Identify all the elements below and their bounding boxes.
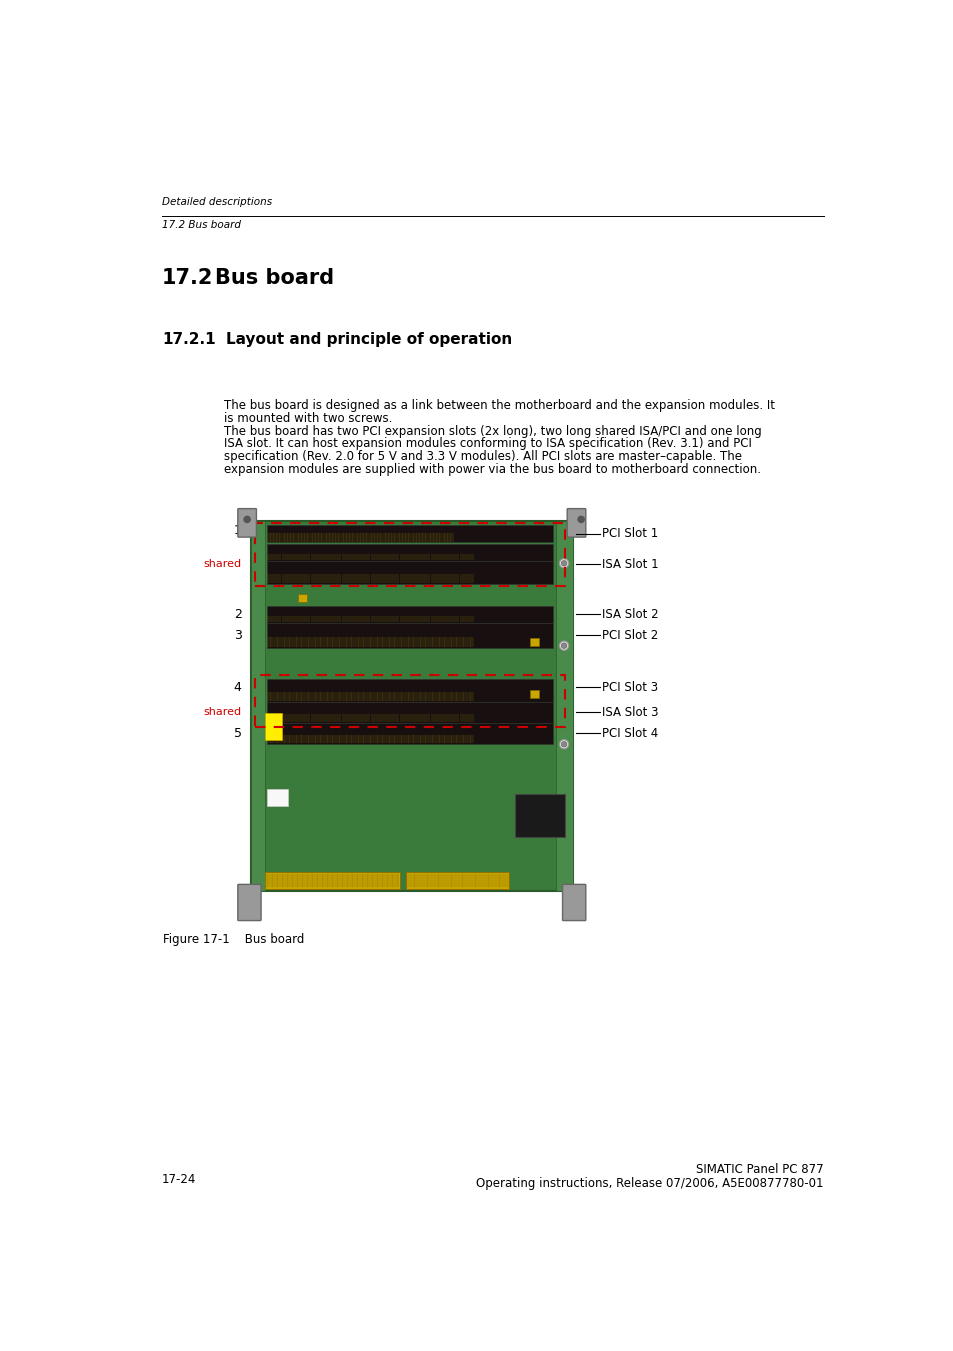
Bar xyxy=(265,713,282,740)
Bar xyxy=(266,524,553,543)
Text: ISA Slot 1: ISA Slot 1 xyxy=(601,558,658,570)
Circle shape xyxy=(560,742,566,747)
Circle shape xyxy=(558,642,568,650)
Text: ISA Slot 3: ISA Slot 3 xyxy=(601,705,658,719)
Text: specification (Rev. 2.0 for 5 V and 3.3 V modules). All PCI slots are master–cap: specification (Rev. 2.0 for 5 V and 3.3 … xyxy=(224,450,741,463)
FancyBboxPatch shape xyxy=(562,885,585,920)
Text: ISA Slot 2: ISA Slot 2 xyxy=(601,608,658,620)
Bar xyxy=(266,703,553,723)
Text: shared: shared xyxy=(203,708,241,717)
Text: Layout and principle of operation: Layout and principle of operation xyxy=(226,331,512,346)
Circle shape xyxy=(560,643,566,648)
Text: The bus board is designed as a link between the motherboard and the expansion mo: The bus board is designed as a link betw… xyxy=(224,400,774,412)
Text: 5: 5 xyxy=(233,727,241,740)
Text: 2: 2 xyxy=(233,608,241,620)
Text: 17.2: 17.2 xyxy=(162,269,213,288)
Bar xyxy=(530,638,538,646)
Bar xyxy=(251,521,265,890)
Text: PCI Slot 4: PCI Slot 4 xyxy=(601,727,658,740)
Bar xyxy=(254,676,564,727)
Text: 17.2.1: 17.2.1 xyxy=(162,331,215,346)
FancyBboxPatch shape xyxy=(237,885,261,920)
Bar xyxy=(266,544,553,561)
Circle shape xyxy=(558,559,568,567)
Text: is mounted with two screws.: is mounted with two screws. xyxy=(224,412,392,426)
Circle shape xyxy=(558,739,568,748)
Bar xyxy=(266,678,553,703)
Text: shared: shared xyxy=(203,559,241,569)
Circle shape xyxy=(244,516,250,523)
Text: 3: 3 xyxy=(233,628,241,642)
Text: SIMATIC Panel PC 877: SIMATIC Panel PC 877 xyxy=(696,1163,822,1175)
Bar xyxy=(266,605,553,623)
Text: The bus board has two PCI expansion slots (2x long), two long shared ISA/PCI and: The bus board has two PCI expansion slot… xyxy=(224,424,760,438)
Text: PCI Slot 3: PCI Slot 3 xyxy=(601,681,658,694)
Text: Detailed descriptions: Detailed descriptions xyxy=(162,197,272,207)
Bar xyxy=(406,871,509,889)
Bar xyxy=(254,523,564,586)
Text: expansion modules are supplied with power via the bus board to motherboard conne: expansion modules are supplied with powe… xyxy=(224,463,760,476)
FancyBboxPatch shape xyxy=(567,508,585,538)
Text: 17.2 Bus board: 17.2 Bus board xyxy=(162,220,240,230)
Text: PCI Slot 1: PCI Slot 1 xyxy=(601,527,658,540)
Bar xyxy=(297,594,307,601)
Text: Bus board: Bus board xyxy=(214,269,334,288)
Text: ISA slot. It can host expansion modules conforming to ISA specification (Rev. 3.: ISA slot. It can host expansion modules … xyxy=(224,438,751,450)
Text: PCI Slot 2: PCI Slot 2 xyxy=(601,628,658,642)
Bar xyxy=(514,794,564,836)
Text: 17-24: 17-24 xyxy=(162,1173,196,1186)
Bar xyxy=(266,561,553,584)
FancyBboxPatch shape xyxy=(237,508,256,538)
Bar xyxy=(266,723,553,744)
Text: 4: 4 xyxy=(233,681,241,694)
Bar xyxy=(265,871,399,889)
Text: Figure 17-1    Bus board: Figure 17-1 Bus board xyxy=(163,934,304,946)
Bar xyxy=(251,521,572,890)
Bar xyxy=(530,690,538,698)
Text: 1: 1 xyxy=(233,524,241,538)
Circle shape xyxy=(560,561,566,566)
Text: Operating instructions, Release 07/2006, A5E00877780-01: Operating instructions, Release 07/2006,… xyxy=(476,1177,822,1190)
Bar xyxy=(555,521,572,890)
Circle shape xyxy=(578,516,583,523)
Bar xyxy=(266,623,553,648)
Bar xyxy=(266,789,288,805)
